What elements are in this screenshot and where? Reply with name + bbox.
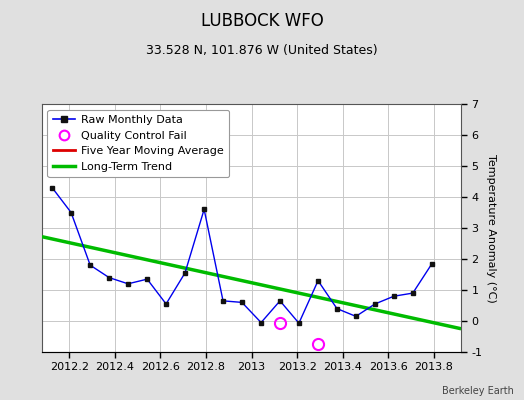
- Text: 33.528 N, 101.876 W (United States): 33.528 N, 101.876 W (United States): [146, 44, 378, 57]
- Legend: Raw Monthly Data, Quality Control Fail, Five Year Moving Average, Long-Term Tren: Raw Monthly Data, Quality Control Fail, …: [48, 110, 229, 177]
- Text: LUBBOCK WFO: LUBBOCK WFO: [201, 12, 323, 30]
- Text: Berkeley Earth: Berkeley Earth: [442, 386, 514, 396]
- Y-axis label: Temperature Anomaly (°C): Temperature Anomaly (°C): [486, 154, 496, 302]
